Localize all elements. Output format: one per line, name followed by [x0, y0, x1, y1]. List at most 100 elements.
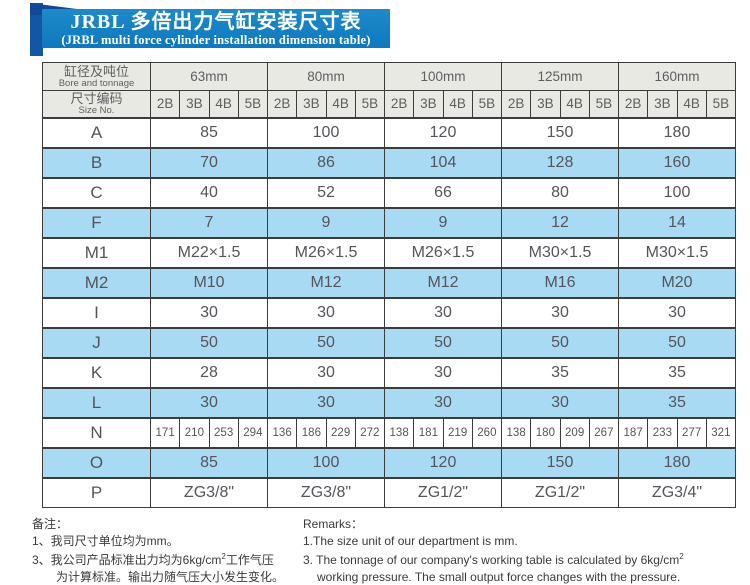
cell: M30×1.5 — [501, 236, 619, 268]
row-label-C: C — [42, 176, 151, 208]
cell: 138 — [500, 416, 532, 448]
notes-english: Remarks： 1.The size unit of our departme… — [303, 516, 748, 585]
header-code-3B: 3B — [296, 90, 327, 118]
row-label-M2: M2 — [42, 266, 151, 298]
notes-cn-heading: 备注： — [32, 517, 69, 531]
notes-chinese: 备注： 1、我司尺寸单位均为mm。 3、我公司产品标准出力均为6kg/cm2工作… — [32, 516, 302, 585]
header-code-4B: 4B — [676, 90, 707, 118]
cell: M30×1.5 — [618, 236, 736, 268]
cell: M26×1.5 — [384, 236, 502, 268]
cell: 150 — [501, 446, 619, 478]
cell: 30 — [501, 296, 619, 328]
cell: 136 — [266, 416, 298, 448]
cell: 180 — [530, 416, 561, 448]
cell: 52 — [267, 176, 385, 208]
cell: M16 — [501, 266, 619, 298]
row-label-P: P — [42, 476, 151, 508]
cell: 210 — [179, 416, 210, 448]
header-code-3B: 3B — [530, 90, 561, 118]
page-title: JRBL 多倍出力气缸安装尺寸表 — [70, 11, 362, 33]
row-label-B: B — [42, 146, 151, 178]
cell: 35 — [618, 386, 736, 418]
header-bore-en: Bore and tonnage — [58, 77, 135, 89]
cell: 35 — [501, 356, 619, 388]
cell: 50 — [501, 326, 619, 358]
cell: 30 — [384, 356, 502, 388]
cell: 7 — [150, 206, 268, 238]
header-code-5B: 5B — [705, 90, 737, 118]
cell: 181 — [413, 416, 444, 448]
cell: 40 — [150, 176, 268, 208]
cell: 9 — [267, 206, 385, 238]
cell: M12 — [267, 266, 385, 298]
header-code-4B: 4B — [208, 90, 239, 118]
cell: 30 — [150, 296, 268, 328]
ribbon-decoration — [30, 3, 43, 56]
cell: 187 — [617, 416, 649, 448]
cell: 186 — [296, 416, 327, 448]
header-size-cn: 尺寸编码 — [70, 90, 123, 106]
cell: ZG3/4" — [618, 476, 736, 508]
cell: 86 — [267, 146, 385, 178]
page-subtitle: (JRBL multi force cylinder installation … — [61, 33, 371, 47]
cell: 30 — [501, 386, 619, 418]
row-label-I: I — [42, 296, 151, 328]
header-bore-cn: 缸径及吨位 — [63, 63, 129, 79]
notes-cn-line3: 为计算标准。输出力随气压大小发生变化。 — [56, 569, 285, 584]
row-label-J: J — [42, 326, 151, 358]
cell: 219 — [442, 416, 473, 448]
cell: 260 — [471, 416, 503, 448]
header-code-2B: 2B — [149, 90, 181, 118]
notes-en-heading: Remarks： — [303, 517, 364, 531]
cell: 12 — [501, 206, 619, 238]
cell: 180 — [618, 116, 736, 148]
header-code-3B: 3B — [647, 90, 678, 118]
cell: 85 — [150, 116, 268, 148]
header-code-2B: 2B — [500, 90, 532, 118]
header-code-4B: 4B — [325, 90, 356, 118]
header-code-5B: 5B — [471, 90, 503, 118]
notes-en-line2: 3. The tonnage of our company's working … — [303, 552, 684, 567]
row-label-L: L — [42, 386, 151, 418]
header-group-125mm: 125mm — [501, 62, 619, 91]
header-code-3B: 3B — [179, 90, 210, 118]
cell: 267 — [588, 416, 620, 448]
table-row-B: B 70 86 104 128 160 — [42, 146, 736, 178]
cell: 50 — [150, 326, 268, 358]
cell: 171 — [149, 416, 181, 448]
header-code-3B: 3B — [413, 90, 444, 118]
cell: ZG1/2" — [501, 476, 619, 508]
cell: 160 — [618, 146, 736, 178]
cell: 100 — [618, 176, 736, 208]
table-row-C: C 40 52 66 80 100 — [42, 176, 736, 208]
table-row-A: A 85 100 120 150 180 — [42, 116, 736, 148]
notes-en-line1: 1.The size unit of our department is mm. — [303, 533, 518, 548]
table-row-M1: M1 M22×1.5 M26×1.5 M26×1.5 M30×1.5 M30×1.5 — [42, 236, 736, 268]
dimension-table: 缸径及吨位 Bore and tonnage 63mm 80mm 100mm 125mm 1… — [42, 62, 737, 508]
cell: 120 — [384, 116, 502, 148]
cell: 30 — [384, 296, 502, 328]
table-row-P: P ZG3/8" ZG3/8" ZG1/2" ZG1/2" ZG3/4" — [42, 476, 736, 508]
cell: 30 — [267, 356, 385, 388]
notes-en-line3: working pressure. The small output force… — [317, 569, 681, 584]
cell: M20 — [618, 266, 736, 298]
cell: ZG3/8" — [150, 476, 268, 508]
cell: 128 — [501, 146, 619, 178]
header-code-5B: 5B — [237, 90, 269, 118]
cell: 104 — [384, 146, 502, 178]
row-label-O: O — [42, 446, 151, 478]
header-group-160mm: 160mm — [618, 62, 736, 91]
header-size-en: Size No. — [78, 104, 115, 116]
table-row-L: L 30 30 30 30 35 — [42, 386, 736, 418]
cell: 100 — [267, 446, 385, 478]
notes-cn-line2: 3、我公司产品标准出力均为6kg/cm2工作气压 — [32, 552, 274, 567]
cell: ZG1/2" — [384, 476, 502, 508]
cell: 85 — [150, 446, 268, 478]
cell: 294 — [237, 416, 269, 448]
row-label-F: F — [42, 206, 151, 238]
cell: 30 — [150, 386, 268, 418]
cell: M22×1.5 — [150, 236, 268, 268]
cell: 253 — [208, 416, 239, 448]
cell: 28 — [150, 356, 268, 388]
